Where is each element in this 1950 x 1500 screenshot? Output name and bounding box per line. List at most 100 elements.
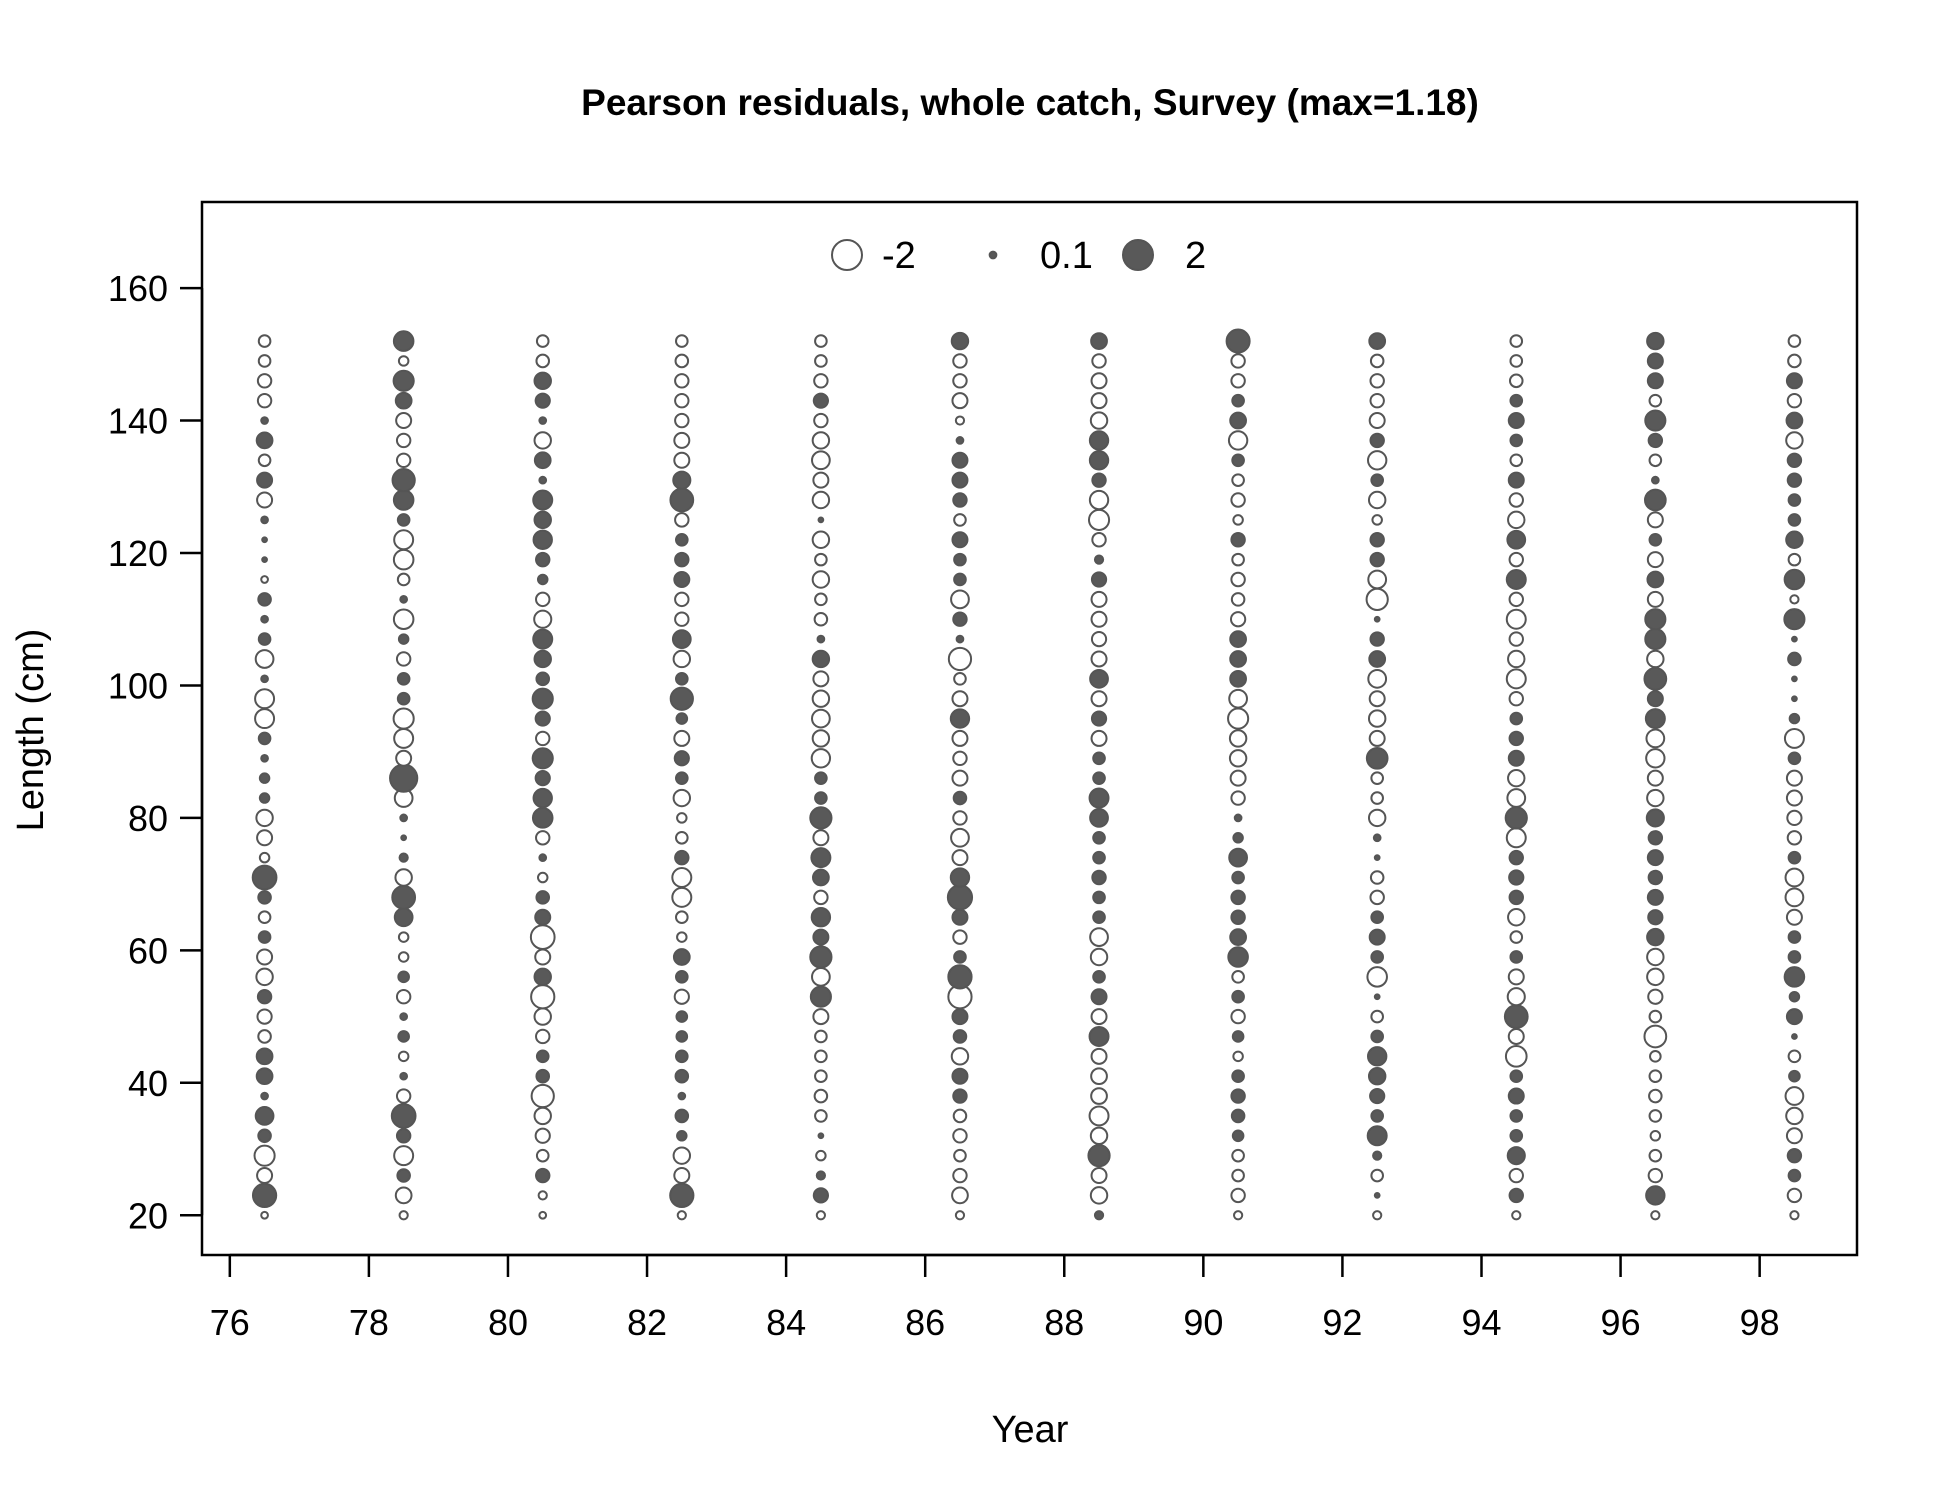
residual-bubble-76-92 [257,731,272,746]
residual-bubble-90-56 [1231,970,1245,984]
residual-bubble-80-116 [536,573,549,586]
residual-bubble-98-74 [1787,850,1802,865]
residual-bubble-78-77 [400,834,408,842]
residual-bubble-98-35 [1785,1106,1804,1126]
residual-bubble-86-143 [951,392,969,410]
residual-bubble-76-137 [255,431,274,450]
residual-bubble-96-143 [1648,393,1663,408]
residual-bubble-82-77 [675,830,689,845]
residual-bubble-96-86 [1646,769,1664,787]
residual-bubble-84-137 [811,431,831,450]
residual-bubble-76-68 [257,890,272,905]
residual-bubble-92-53 [1373,993,1381,1001]
residual-bubble-88-29 [1087,1144,1111,1168]
residual-bubble-78-98 [396,691,411,706]
residual-bubble-84-32 [817,1132,825,1140]
residual-bubble-86-119 [953,552,967,567]
residual-bubble-96-62 [1646,927,1665,947]
residual-bubble-80-113 [535,591,551,608]
residual-bubble-92-98 [1368,690,1386,708]
residual-bubble-92-80 [1367,808,1387,828]
residual-bubble-90-98 [1228,688,1248,709]
residual-bubble-86-128 [952,492,968,508]
residual-bubble-78-101 [396,672,411,686]
residual-bubble-80-38 [530,1083,555,1109]
residual-bubble-98-86 [1785,769,1803,787]
x-tick-label: 94 [1461,1302,1501,1343]
residual-bubble-84-98 [811,689,831,708]
residual-bubble-78-20 [398,1210,409,1221]
residual-bubble-78-26 [396,1168,411,1183]
residual-bubble-78-65 [393,907,414,928]
residual-bubble-76-98 [254,688,276,710]
residual-bubble-96-23 [1645,1185,1666,1206]
residual-bubble-76-59 [256,948,274,966]
residual-bubble-78-86 [389,763,419,793]
residual-bubble-82-92 [673,729,691,747]
residual-bubble-94-116 [1505,569,1527,590]
residual-bubble-94-134 [1509,453,1524,468]
residual-bubble-88-56 [1092,970,1106,984]
residual-bubble-96-68 [1646,888,1664,906]
residual-bubble-98-38 [1784,1086,1805,1106]
chart-title: Pearson residuals, whole catch, Survey (… [581,82,1479,123]
residual-bubble-96-98 [1646,690,1664,708]
residual-bubble-90-131 [1231,473,1245,487]
residual-bubble-92-68 [1369,889,1385,906]
residual-bubble-86-41 [951,1067,969,1085]
residual-bubble-76-47 [257,1029,272,1044]
residual-bubble-92-128 [1367,490,1387,510]
residual-bubble-84-131 [812,471,830,489]
residual-bubble-94-101 [1505,668,1527,690]
legend-bubble [988,250,998,260]
residual-bubble-98-104 [1787,651,1802,667]
residual-bubble-86-92 [951,729,969,747]
residual-bubble-78-53 [395,989,412,1005]
residual-bubble-82-47 [675,1030,689,1043]
residual-bubble-94-110 [1505,608,1527,630]
residual-bubble-88-74 [1092,850,1106,865]
residual-bubble-76-110 [260,614,269,624]
residual-bubble-80-149 [535,353,551,369]
residual-bubble-98-62 [1787,930,1802,944]
residual-bubble-90-65 [1230,909,1246,925]
residual-bubble-80-68 [535,890,551,905]
residual-bubble-96-65 [1647,909,1664,926]
residual-bubble-76-80 [255,808,274,828]
residual-bubble-92-71 [1369,870,1385,885]
residual-bubble-88-107 [1090,630,1108,648]
residual-bubble-96-50 [1648,1009,1663,1024]
residual-bubble-78-44 [397,1050,410,1063]
residual-bubble-86-62 [952,929,968,945]
residual-bubble-82-143 [674,392,690,409]
residual-bubble-82-23 [669,1182,695,1209]
residual-bubble-86-47 [952,1029,968,1044]
residual-bubble-98-68 [1784,887,1805,908]
residual-bubble-76-152 [257,334,272,348]
residual-bubble-84-47 [814,1029,828,1044]
residual-bubble-90-74 [1228,847,1248,868]
residual-bubble-90-38 [1230,1088,1246,1104]
residual-bubble-84-140 [813,412,829,429]
residual-bubble-98-122 [1785,530,1804,549]
residual-bubble-80-23 [537,1190,548,1201]
residual-bubble-80-128 [532,489,554,511]
residual-bubble-92-134 [1367,450,1388,471]
residual-bubble-90-125 [1232,514,1244,526]
residual-bubble-98-119 [1787,552,1802,567]
residual-bubble-82-29 [672,1146,692,1165]
residual-bubble-76-71 [251,864,278,891]
residual-bubble-98-89 [1787,751,1802,766]
residual-bubble-94-32 [1509,1128,1524,1143]
residual-bubble-80-80 [531,807,554,829]
residual-bubble-86-104 [947,646,973,672]
residual-bubble-76-113 [257,592,272,607]
residual-bubble-84-119 [814,552,828,567]
residual-bubble-98-29 [1786,1147,1803,1164]
residual-bubble-88-50 [1090,1008,1108,1026]
residual-bubble-84-86 [814,771,828,785]
residual-bubble-98-149 [1787,353,1802,369]
residual-bubble-84-23 [812,1187,830,1204]
residual-bubble-94-125 [1507,510,1526,530]
